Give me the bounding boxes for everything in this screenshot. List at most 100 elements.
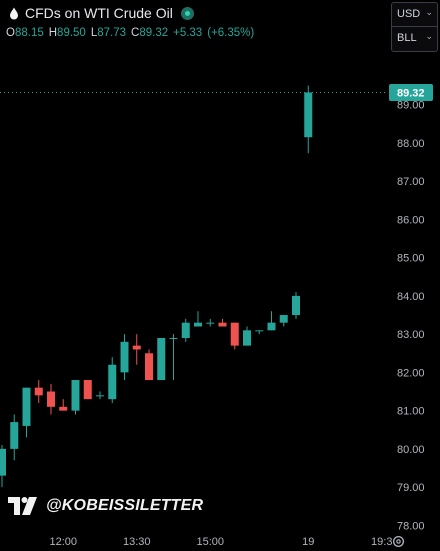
candle [230, 322, 239, 350]
time-tick-label: 19 [302, 536, 314, 548]
candle-body [243, 330, 251, 346]
chevron-down-icon: ⌄ [425, 7, 433, 17]
candle-body [279, 315, 288, 323]
candle [243, 326, 251, 346]
candle [132, 334, 141, 365]
chevron-down-icon: ⌄ [425, 31, 433, 41]
ohlc-legend: O88.15 H89.50 L87.73 C89.32 +5.33 (+6.35%) [6, 27, 259, 39]
candle [292, 292, 300, 319]
currency-value: USD [397, 8, 421, 20]
last-price-label: 89.32 [389, 83, 433, 101]
candle-body [47, 391, 55, 407]
price-tick-label: 83.00 [397, 329, 425, 341]
candle [304, 85, 313, 154]
candle-body [292, 295, 300, 316]
gear-icon[interactable] [391, 534, 406, 549]
price-tick-label: 87.00 [397, 176, 425, 188]
candle [194, 311, 202, 327]
unit-value: BLL [397, 32, 417, 44]
high-value: 89.50 [57, 27, 86, 39]
change-value: +5.33 [173, 27, 203, 39]
price-tick-label: 88.00 [397, 138, 425, 150]
candle-body [22, 387, 31, 426]
time-tick-label: 15:00 [196, 536, 224, 548]
price-tick-label: 85.00 [397, 253, 425, 265]
candle [218, 318, 227, 327]
candle [120, 334, 129, 381]
tradingview-logo-icon [8, 497, 37, 515]
candle-body [206, 322, 215, 324]
candle [145, 349, 153, 381]
price-axis[interactable]: 78.00 79.00 80.00 81.00 82.00 83.00 84.00 85.00… [397, 100, 425, 533]
candle [22, 387, 31, 438]
high-label: H [48, 27, 58, 39]
candle [0, 445, 6, 488]
candle [279, 315, 288, 327]
close-label: C [131, 27, 140, 39]
oil-drop-icon [10, 7, 18, 19]
candle-body [230, 322, 239, 346]
price-scale-controls: USD ⌄ BLL ⌄ [391, 2, 438, 52]
candle-body [34, 387, 43, 396]
candle [47, 383, 55, 415]
time-axis[interactable]: 12:00 13:30 15:00 19 19:3 [49, 536, 392, 548]
watermark-text: @KOBEISSILETTER [46, 497, 204, 514]
candle-body [120, 341, 129, 373]
candle [59, 399, 68, 411]
last-price-value: 89.32 [397, 87, 425, 99]
candles-layer [0, 85, 313, 488]
open-label: O [6, 27, 15, 39]
price-tick-label: 82.00 [397, 367, 425, 379]
candle [255, 330, 264, 335]
price-tick-label: 89.00 [397, 100, 425, 112]
candle-body [194, 322, 202, 327]
candle-body [181, 322, 190, 338]
watermark: @KOBEISSILETTER [8, 497, 203, 515]
candle [34, 380, 43, 403]
candle [10, 414, 19, 461]
candle-body [0, 448, 6, 476]
time-tick-label: 19:3 [371, 536, 392, 548]
candle [267, 311, 276, 331]
candle [157, 337, 166, 381]
unit-select[interactable]: BLL ⌄ [392, 27, 437, 50]
candle-body [59, 406, 68, 411]
candle-body [255, 330, 264, 332]
candle-body [10, 422, 19, 449]
symbol-title[interactable]: CFDs on WTI Crude Oil [25, 5, 173, 21]
candle-body [145, 353, 153, 381]
candle [181, 318, 190, 342]
price-tick-label: 86.00 [397, 214, 425, 226]
close-value: 89.32 [139, 27, 169, 39]
price-tick-label: 81.00 [397, 406, 425, 418]
candle [71, 380, 80, 415]
price-tick-label: 84.00 [397, 291, 425, 303]
market-status-icon[interactable] [180, 6, 194, 20]
candle [108, 357, 117, 403]
change-percent: (+6.35%) [207, 27, 255, 39]
candle-body [71, 380, 80, 411]
time-tick-label: 12:00 [49, 536, 77, 548]
candle-body [96, 395, 104, 397]
time-tick-label: 13:30 [123, 536, 151, 548]
chart-header: CFDs on WTI Crude Oil O88.15 H89.50 L87.73… [0, 0, 390, 50]
candle [206, 318, 215, 327]
candle-body [169, 337, 178, 339]
candle [96, 391, 104, 400]
candle-body [267, 322, 276, 331]
candle-body [83, 380, 92, 400]
symbol-title-row[interactable]: CFDs on WTI Crude Oil [9, 3, 194, 23]
low-value: 87.73 [97, 27, 127, 39]
currency-select[interactable]: USD ⌄ [392, 3, 437, 27]
candle-body [157, 337, 166, 381]
low-label: L [90, 27, 98, 39]
candle-body [108, 364, 117, 400]
candle-body [304, 92, 313, 138]
price-tick-label: 80.00 [397, 444, 425, 456]
price-tick-label: 79.00 [397, 482, 425, 494]
candle-body [218, 322, 227, 327]
last-price-bg [389, 83, 433, 101]
candle-body [132, 345, 141, 350]
price-tick-label: 78.00 [397, 520, 425, 532]
